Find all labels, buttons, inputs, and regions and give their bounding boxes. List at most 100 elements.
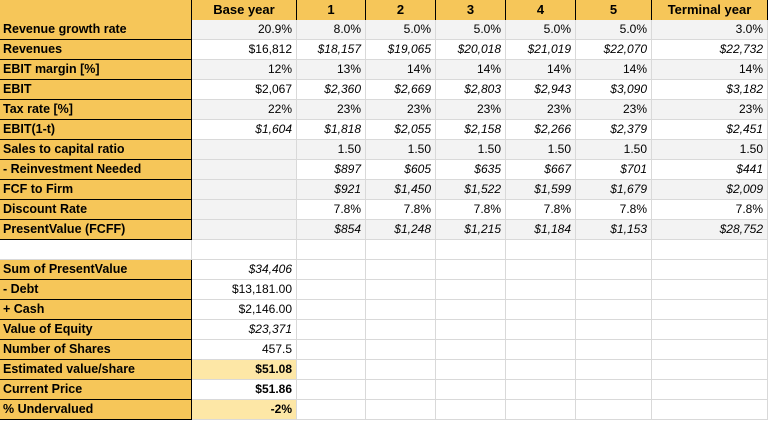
value-cell[interactable]: 7.8%	[652, 200, 768, 220]
empty-cell[interactable]	[576, 240, 652, 260]
empty-cell[interactable]	[506, 360, 576, 380]
empty-cell[interactable]	[436, 320, 506, 340]
summary-label-cell[interactable]: + Cash	[0, 300, 192, 320]
summary-value-cell[interactable]: $13,181.00	[192, 280, 297, 300]
empty-cell[interactable]	[652, 300, 768, 320]
empty-cell[interactable]	[366, 380, 436, 400]
value-cell[interactable]: $21,019	[506, 40, 576, 60]
value-cell[interactable]: $1,604	[192, 120, 297, 140]
empty-cell[interactable]	[297, 400, 366, 420]
value-cell[interactable]: $3,090	[576, 80, 652, 100]
value-cell[interactable]: $701	[576, 160, 652, 180]
empty-cell[interactable]	[366, 360, 436, 380]
empty-cell[interactable]	[297, 380, 366, 400]
summary-label-cell[interactable]: Estimated value/share	[0, 360, 192, 380]
value-cell[interactable]: $18,157	[297, 40, 366, 60]
empty-cell[interactable]	[506, 280, 576, 300]
empty-cell[interactable]	[297, 280, 366, 300]
row-label-cell[interactable]: EBIT	[0, 80, 192, 100]
value-cell[interactable]: $1,679	[576, 180, 652, 200]
summary-value-cell[interactable]: $51.08	[192, 360, 297, 380]
value-cell[interactable]: 23%	[652, 100, 768, 120]
empty-cell[interactable]	[436, 260, 506, 280]
summary-label-cell[interactable]: Value of Equity	[0, 320, 192, 340]
value-cell[interactable]: $28,752	[652, 220, 768, 240]
row-label-cell[interactable]: EBIT margin [%]	[0, 60, 192, 80]
empty-cell[interactable]	[366, 340, 436, 360]
value-cell[interactable]: 5.0%	[366, 20, 436, 40]
column-header-cell[interactable]: 4	[506, 0, 576, 21]
value-cell[interactable]: 13%	[297, 60, 366, 80]
value-cell[interactable]: 5.0%	[506, 20, 576, 40]
empty-cell[interactable]	[506, 320, 576, 340]
row-label-cell[interactable]: Tax rate [%]	[0, 100, 192, 120]
empty-cell[interactable]	[436, 400, 506, 420]
column-header-cell[interactable]: 1	[297, 0, 366, 21]
value-cell[interactable]: $2,451	[652, 120, 768, 140]
value-cell[interactable]: 23%	[297, 100, 366, 120]
summary-value-cell[interactable]: -2%	[192, 400, 297, 420]
empty-cell[interactable]	[297, 240, 366, 260]
value-cell[interactable]: 12%	[192, 60, 297, 80]
empty-cell[interactable]	[366, 260, 436, 280]
value-cell[interactable]: 1.50	[366, 140, 436, 160]
empty-cell[interactable]	[652, 320, 768, 340]
empty-cell[interactable]	[436, 360, 506, 380]
empty-cell[interactable]	[366, 280, 436, 300]
value-cell[interactable]	[192, 220, 297, 240]
value-cell[interactable]: 7.8%	[576, 200, 652, 220]
empty-cell[interactable]	[506, 340, 576, 360]
summary-label-cell[interactable]: Sum of PresentValue	[0, 260, 192, 280]
empty-cell[interactable]	[436, 280, 506, 300]
row-label-cell[interactable]: Sales to capital ratio	[0, 140, 192, 160]
corner-header-cell[interactable]	[0, 0, 192, 21]
summary-label-cell[interactable]: % Undervalued	[0, 400, 192, 420]
value-cell[interactable]: $16,812	[192, 40, 297, 60]
empty-cell[interactable]	[506, 300, 576, 320]
column-header-cell[interactable]: Terminal year	[652, 0, 768, 21]
summary-label-cell[interactable]: Current Price	[0, 380, 192, 400]
value-cell[interactable]: 1.50	[506, 140, 576, 160]
value-cell[interactable]: $441	[652, 160, 768, 180]
value-cell[interactable]: 23%	[506, 100, 576, 120]
empty-cell[interactable]	[297, 340, 366, 360]
summary-label-cell[interactable]: Number of Shares	[0, 340, 192, 360]
value-cell[interactable]: 23%	[576, 100, 652, 120]
empty-cell[interactable]	[576, 300, 652, 320]
row-label-cell[interactable]: - Reinvestment Needed	[0, 160, 192, 180]
value-cell[interactable]	[192, 200, 297, 220]
empty-cell[interactable]	[366, 240, 436, 260]
value-cell[interactable]: 23%	[366, 100, 436, 120]
value-cell[interactable]: $635	[436, 160, 506, 180]
value-cell[interactable]: 14%	[576, 60, 652, 80]
value-cell[interactable]: $2,379	[576, 120, 652, 140]
empty-cell[interactable]	[652, 280, 768, 300]
empty-cell[interactable]	[576, 400, 652, 420]
value-cell[interactable]: $2,009	[652, 180, 768, 200]
empty-cell[interactable]	[652, 400, 768, 420]
value-cell[interactable]: 14%	[652, 60, 768, 80]
value-cell[interactable]: 7.8%	[506, 200, 576, 220]
row-label-cell[interactable]: Revenues	[0, 40, 192, 60]
value-cell[interactable]: $22,070	[576, 40, 652, 60]
value-cell[interactable]: 23%	[436, 100, 506, 120]
value-cell[interactable]: $1,522	[436, 180, 506, 200]
row-label-cell[interactable]: FCF to Firm	[0, 180, 192, 200]
value-cell[interactable]: 14%	[506, 60, 576, 80]
empty-cell[interactable]	[576, 380, 652, 400]
value-cell[interactable]: $2,055	[366, 120, 436, 140]
value-cell[interactable]	[192, 180, 297, 200]
value-cell[interactable]: 7.8%	[436, 200, 506, 220]
empty-cell[interactable]	[436, 380, 506, 400]
row-label-cell[interactable]: Revenue growth rate	[0, 20, 192, 40]
value-cell[interactable]: $2,067	[192, 80, 297, 100]
summary-value-cell[interactable]: $23,371	[192, 320, 297, 340]
empty-cell[interactable]	[576, 340, 652, 360]
value-cell[interactable]: $3,182	[652, 80, 768, 100]
value-cell[interactable]: 14%	[366, 60, 436, 80]
empty-cell[interactable]	[0, 240, 192, 260]
row-label-cell[interactable]: EBIT(1-t)	[0, 120, 192, 140]
value-cell[interactable]: 1.50	[436, 140, 506, 160]
empty-cell[interactable]	[576, 320, 652, 340]
value-cell[interactable]: 3.0%	[652, 20, 768, 40]
